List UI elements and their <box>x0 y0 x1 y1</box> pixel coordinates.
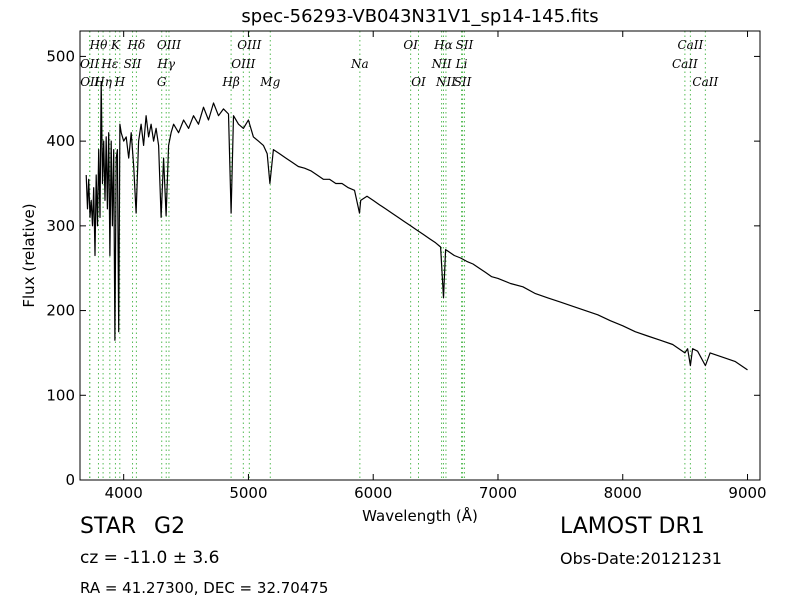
y-axis-label: Flux (relative) <box>20 203 38 307</box>
line-marker-label: NII <box>431 57 452 71</box>
x-axis: 4000 5000 6000 7000 8000 9000 <box>105 31 767 502</box>
line-marker-label: K <box>110 38 121 52</box>
line-marker-label: H <box>114 75 126 89</box>
observation-date: Obs-Date:20121231 <box>560 549 722 568</box>
line-marker-label: Hε <box>100 57 118 71</box>
classification: STAR G2 <box>80 514 185 539</box>
y-axis: 0 100 200 300 400 500 <box>46 47 760 489</box>
line-marker-label: Na <box>350 57 369 71</box>
y-tick-label: 300 <box>46 217 75 235</box>
line-marker-label: Hη <box>93 75 112 89</box>
line-marker-label: CaII <box>692 75 718 89</box>
line-marker-label: OI <box>403 38 418 52</box>
x-tick-label: 8000 <box>604 484 642 502</box>
line-marker-label: OIII <box>157 38 181 52</box>
spectrum-series <box>85 81 748 371</box>
line-marker-label: SII <box>456 38 474 52</box>
line-marker-label: G <box>157 75 167 89</box>
x-tick-label: 9000 <box>728 484 766 502</box>
line-marker-label: Hγ <box>156 57 175 71</box>
line-marker-label: CaII <box>672 57 698 71</box>
line-marker-label: OII <box>80 75 100 89</box>
chart-title: spec-56293-VB043N31V1_sp14-145.fits <box>241 6 599 27</box>
line-marker-label: OI <box>411 75 426 89</box>
y-tick-label: 500 <box>46 47 75 65</box>
line-marker-label: Hθ <box>89 38 108 52</box>
line-marker-label: Hα <box>433 38 453 52</box>
line-marker-label: NII <box>435 75 456 89</box>
line-marker-label: Hδ <box>127 38 146 52</box>
y-tick-label: 200 <box>46 302 75 320</box>
spec-class: STAR <box>80 514 137 539</box>
spectrum-line <box>85 81 748 371</box>
y-tick-label: 400 <box>46 132 75 150</box>
spec-subclass: G2 <box>154 514 186 539</box>
spectral-line-markers <box>89 31 706 480</box>
line-marker-label: Li <box>455 57 468 71</box>
line-marker-label: CaII <box>677 38 703 52</box>
x-tick-label: 4000 <box>105 484 143 502</box>
line-marker-label: SII <box>124 57 142 71</box>
line-marker-label: OIII <box>237 38 261 52</box>
x-axis-label: Wavelength (Å) <box>362 506 478 525</box>
line-marker-label: OII <box>80 57 100 71</box>
x-tick-label: 5000 <box>229 484 267 502</box>
x-tick-label: 7000 <box>479 484 517 502</box>
ra-dec-coordinates: RA = 41.27300, DEC = 32.70475 <box>80 579 329 597</box>
y-tick-label: 0 <box>65 471 75 489</box>
line-marker-label: Mg <box>259 75 280 89</box>
line-marker-label: Hβ <box>221 75 239 89</box>
line-marker-label: SII <box>454 75 472 89</box>
cz-value: cz = -11.0 ± 3.6 <box>80 548 220 568</box>
plot-frame <box>79 30 761 481</box>
survey-name: LAMOST DR1 <box>560 514 705 539</box>
x-tick-label: 6000 <box>354 484 392 502</box>
line-marker-label: OIII <box>231 57 255 71</box>
y-tick-label: 100 <box>46 386 75 404</box>
